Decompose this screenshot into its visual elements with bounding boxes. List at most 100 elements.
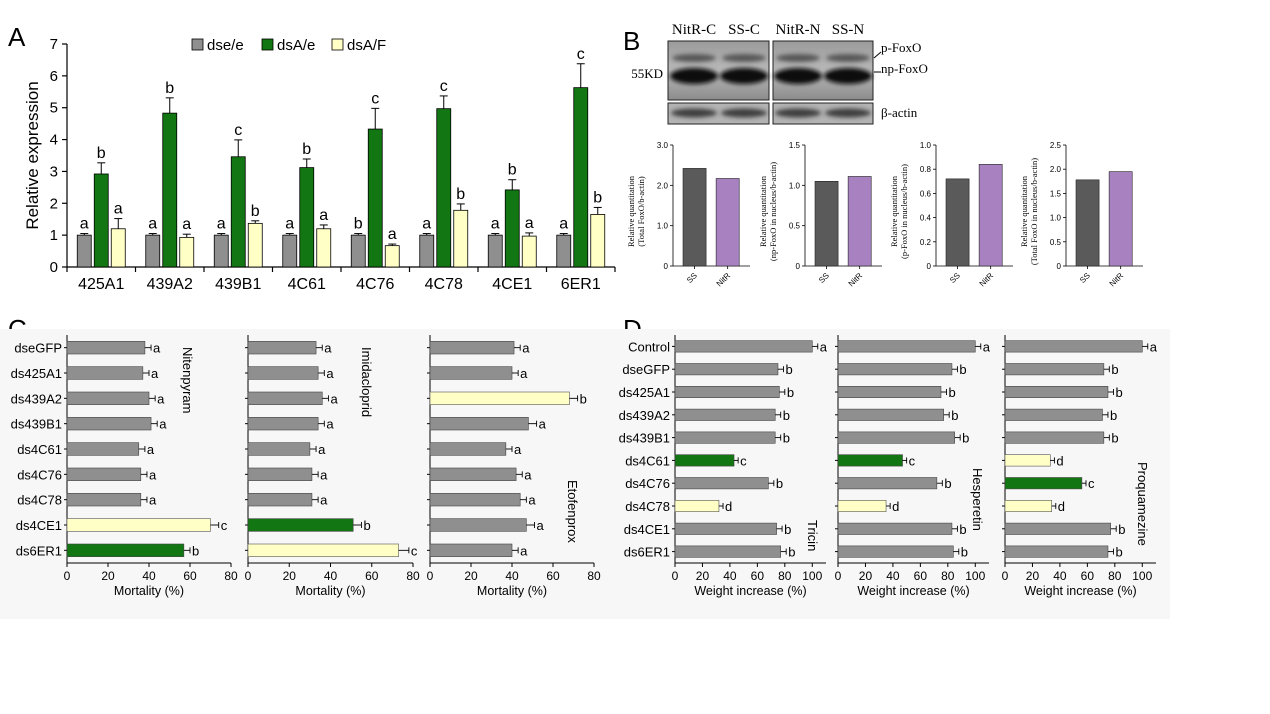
d-hesperetin-x-tick-label: 40 [886,569,900,583]
c-etofenprox-significance-letter: a [522,341,530,356]
a-y-tick-label: 6 [50,68,58,85]
c-etofenprox-bar [429,442,507,456]
d-hesperetin-x-tick-label: 0 [835,569,842,583]
a-legend-label: dsA/F [347,37,386,54]
B3-x-tick-label: SS [948,271,962,285]
a-significance-letter: b [456,186,465,203]
c-nitenpyram-significance-letter: a [159,417,167,432]
b-blot [667,40,874,125]
d-hesperetin-significance-letter: b [961,545,968,560]
d-hesperetin-x-tick-label: 60 [914,569,928,583]
B2-y-axis-label: Relative quantitation [758,175,768,247]
c-nitenpyram-bar [66,341,146,355]
B3-x-tick-label: NitR [978,271,996,289]
B3-bar-nitr [978,164,1003,267]
a-significance-letter: a [148,216,157,233]
d-hesperetin-significance-letter: c [909,453,916,468]
c-imidacloprid-significance-letter: a [326,417,334,432]
b-band-np-foxo [670,68,718,84]
a-bar-dse-e [350,234,366,268]
d-proquamezine-x-tick-label: 100 [1132,569,1152,583]
B1-bar-ss [682,168,707,267]
d-tricin-significance-letter: b [776,476,783,491]
b-band-label-p-foxo: p-FoxO [881,40,921,55]
B3-y-tick-label: 0.4 [920,214,932,223]
a-bar-dse-e [419,234,435,268]
c-nitenpyram-bar [66,417,152,431]
c-nitenpyram-x-tick-label: 20 [101,569,115,583]
d-hesperetin-panel-background [830,329,1003,619]
d-hesperetin-bar [837,431,955,444]
b-lane-label: NitR-C [672,22,716,38]
B2-x-tick-label: NitR [847,271,865,289]
d-hesperetin-significance-letter: a [983,339,991,354]
b-blot-membrane [772,102,874,125]
c-nitenpyram-category-label: ds4C76 [17,467,62,482]
b-band-label-np-foxo: np-FoxO [881,61,928,76]
B1-y-tick-label: 1.0 [657,222,669,231]
c-imidacloprid-subplot-title: Imidacloprid [359,347,374,417]
a-bar-dsA-F [453,209,469,268]
d-tricin-significance-letter: b [783,431,790,446]
a-significance-letter: a [80,216,89,233]
d-tricin-significance-letter: c [740,453,747,468]
d-hesperetin-bar [837,499,887,512]
c-imidacloprid-significance-letter: a [330,391,338,406]
c-imidacloprid-x-tick-label: 60 [365,569,379,583]
a-significance-letter: b [354,216,363,233]
d-tricin-x-tick-label: 40 [723,569,737,583]
c-imidacloprid-bar [247,341,317,355]
c-nitenpyram-significance-letter: a [149,493,157,508]
a-x-tick-label: 425A1 [78,276,124,293]
B4-bar-ss [1075,179,1100,267]
d-tricin-bar [674,385,780,398]
c-etofenprox-bar [429,341,515,355]
B4-y-tick-label: 2.0 [1050,165,1062,174]
c-etofenprox-bar [429,391,570,405]
a-bar-dse-e [487,234,503,268]
d-tricin-category-label: ds4C76 [625,476,670,491]
c-nitenpyram-bar [66,366,144,380]
B1-y-tick-label: 2.0 [657,181,669,190]
a-bar-dsA-e [230,156,246,268]
c-etofenprox-x-tick-label: 60 [546,569,560,583]
c-nitenpyram-significance-letter: a [151,366,159,381]
B3-y-tick-label: 1.0 [920,141,932,150]
d-tricin-significance-letter: b [784,522,791,537]
d-hesperetin-significance-letter: d [892,499,899,514]
a-y-tick-label: 3 [50,163,58,180]
c-etofenprox-x-tick-label: 20 [464,569,478,583]
B3-y-tick-label: 0.2 [920,238,932,247]
d-hesperetin-subplot-title: Hesperetin [970,468,985,531]
d-tricin-bar [674,454,735,467]
B4-y-tick-label: 1.0 [1050,214,1062,223]
d-proquamezine-significance-letter: b [1118,522,1125,537]
c-etofenprox-bar [429,417,529,431]
B3-y-tick-label: 0.8 [920,165,932,174]
c-imidacloprid-x-tick-label: 0 [245,569,252,583]
d-hesperetin-bar [837,363,953,376]
c-imidacloprid-significance-letter: a [318,442,326,457]
B4-y-axis-label: Relative quantitation [1019,175,1029,247]
d-tricin-category-label: ds6ER1 [624,545,670,560]
B2-y-tick-label: 1.5 [789,141,801,150]
d-tricin-bar [674,477,769,490]
B2-y-tick-label: 0.5 [789,222,801,231]
d-hesperetin-x-axis-label: Weight increase (%) [857,584,969,598]
d-proquamezine-significance-letter: c [1088,476,1095,491]
d-proquamezine-subplot-title: Proquamezine [1135,462,1150,546]
a-bar-dsA-F [521,235,537,268]
b-band-p-foxo [826,54,870,62]
B3-y-tick-label: 0 [927,262,932,271]
d-tricin-significance-letter: b [787,385,794,400]
d-tricin-bar [674,522,777,535]
a-x-tick-label: 4C78 [425,276,463,293]
d-proquamezine-significance-letter: b [1111,362,1118,377]
a-significance-letter: a [217,216,226,233]
d-tricin-significance-letter: b [785,362,792,377]
a-x-tick-label: 4C76 [356,276,394,293]
B2-x-tick-label: SS [817,271,831,285]
a-bar-dsA-F [110,228,126,268]
a-significance-letter: a [388,226,397,243]
